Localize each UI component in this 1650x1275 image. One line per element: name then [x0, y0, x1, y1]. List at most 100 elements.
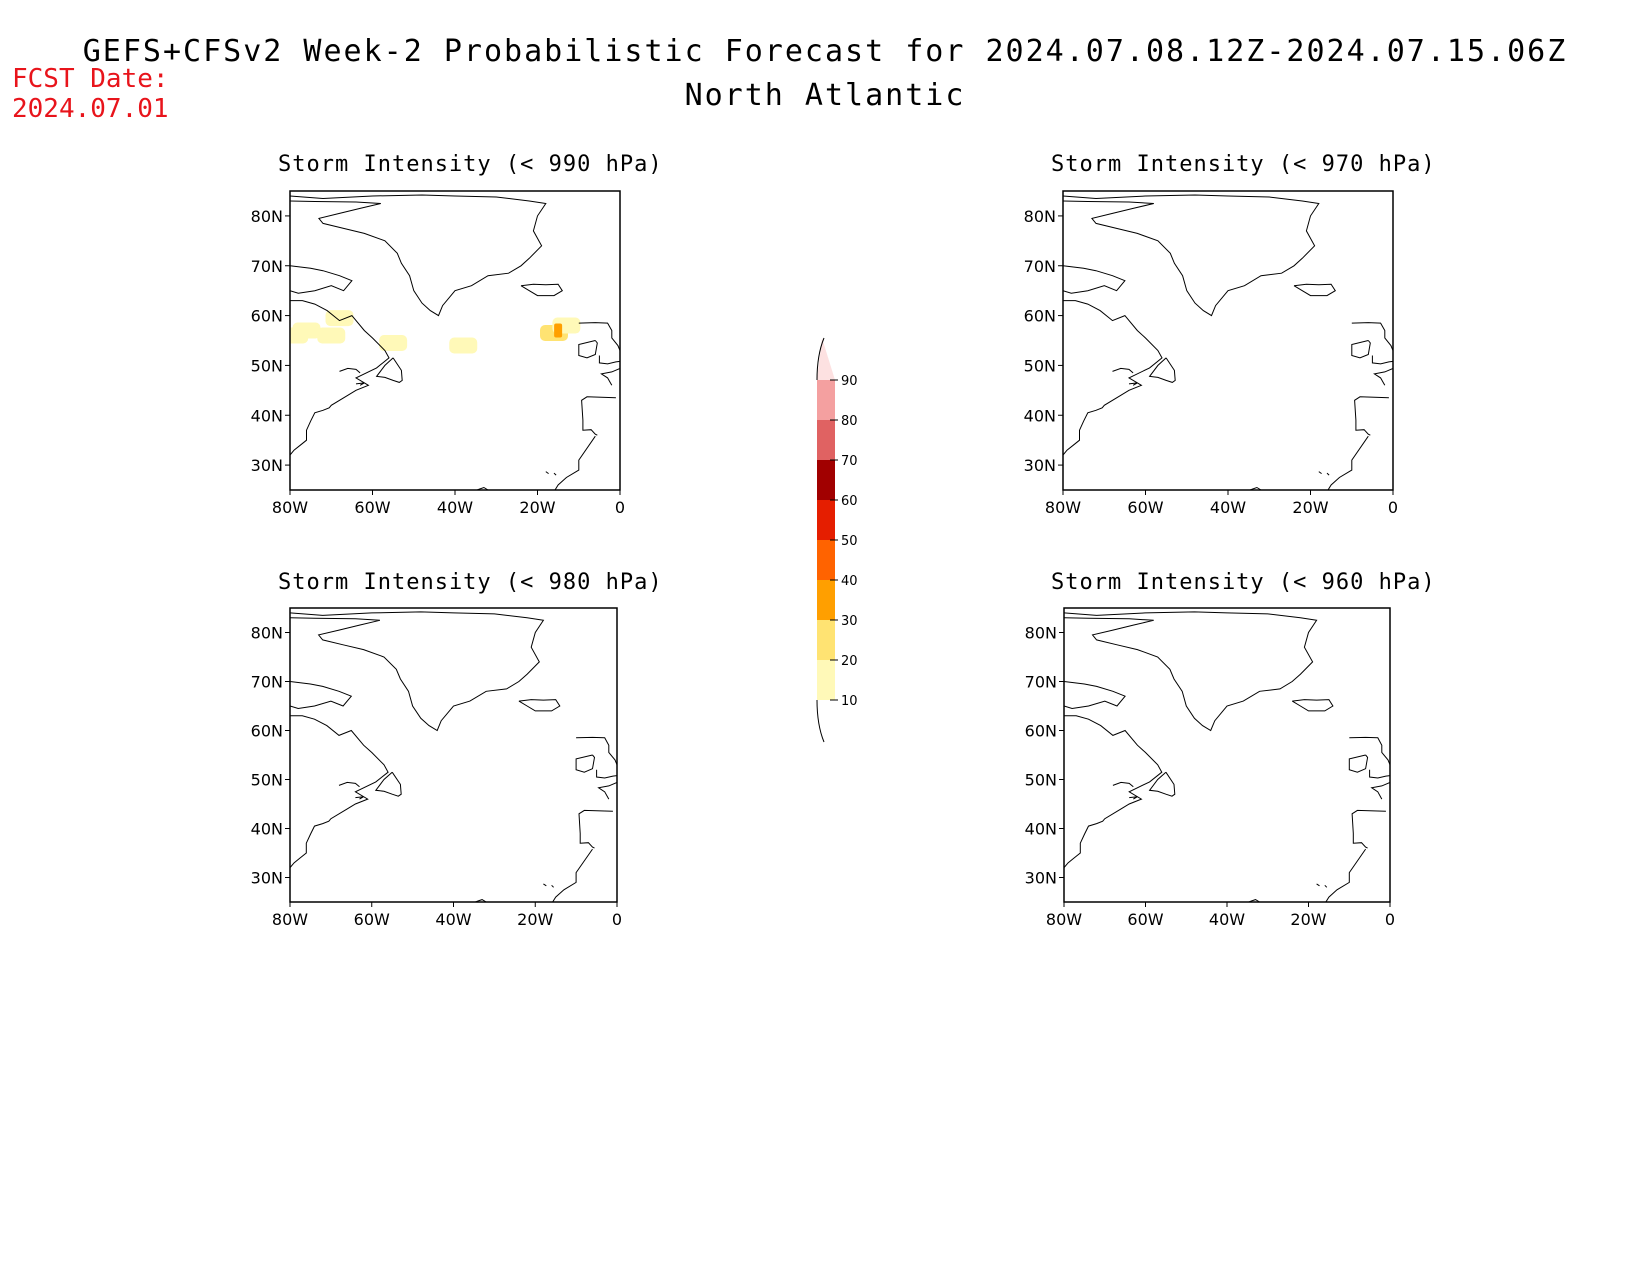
- main-title: GEFS+CFSv2 Week-2 Probabilistic Forecast…: [82, 34, 1568, 69]
- coastline: [1351, 340, 1371, 359]
- lon-tick-label: 40W: [437, 498, 473, 517]
- colorbar-label: 40: [841, 574, 858, 589]
- coastline: [543, 883, 547, 887]
- coastline: [355, 796, 364, 800]
- colorbar-swatch: [817, 500, 835, 540]
- coastline: [1348, 754, 1369, 773]
- lat-tick-label: 30N: [251, 456, 283, 475]
- probability-area: [554, 323, 563, 338]
- coastline: [1148, 357, 1176, 383]
- coastline: [1325, 848, 1367, 902]
- panel-title: Storm Intensity (< 980 hPa): [278, 570, 663, 595]
- lon-tick-label: 0: [1388, 498, 1398, 517]
- lat-tick-label: 30N: [251, 869, 283, 888]
- lat-tick-label: 80N: [1025, 624, 1057, 643]
- coastline: [1293, 283, 1337, 297]
- coastline: [1326, 472, 1330, 476]
- panel-title: Storm Intensity (< 960 hPa): [1051, 570, 1436, 595]
- lon-tick-label: 0: [615, 498, 625, 517]
- lat-tick-label: 70N: [251, 257, 283, 276]
- coastline: [1370, 781, 1390, 800]
- coastline: [1112, 781, 1134, 788]
- coastline: [554, 435, 596, 490]
- coastline: [575, 754, 596, 773]
- coastline: [1063, 300, 1163, 456]
- lat-tick-label: 70N: [251, 673, 283, 692]
- lon-tick-label: 40W: [1210, 498, 1246, 517]
- region-subtitle: North Atlantic: [684, 78, 966, 113]
- panel-title: Storm Intensity (< 990 hPa): [278, 152, 663, 177]
- lon-tick-label: 0: [612, 910, 622, 929]
- panel-title: Storm Intensity (< 970 hPa): [1051, 152, 1436, 177]
- probability-area: [317, 327, 346, 344]
- lon-tick-label: 20W: [1292, 498, 1328, 517]
- coastline: [290, 265, 353, 294]
- colorbar-label: 70: [841, 454, 858, 469]
- lat-tick-label: 70N: [1024, 257, 1056, 276]
- coastline: [1129, 796, 1138, 800]
- fcst-date-label: FCST Date:: [12, 64, 169, 94]
- lat-tick-label: 60N: [251, 722, 283, 741]
- coastline: [1349, 736, 1390, 765]
- lon-tick-label: 20W: [519, 498, 555, 517]
- coastline: [290, 194, 547, 317]
- lat-tick-label: 60N: [1024, 307, 1056, 326]
- lat-tick-label: 40N: [1025, 820, 1057, 839]
- coastline: [1354, 396, 1389, 436]
- lat-tick-label: 80N: [251, 624, 283, 643]
- lon-tick-label: 60W: [1127, 498, 1163, 517]
- coastline: [1351, 322, 1393, 351]
- probability-area: [449, 337, 478, 354]
- coastline: [1064, 715, 1163, 869]
- lat-tick-label: 50N: [251, 771, 283, 790]
- lat-tick-label: 30N: [1025, 869, 1057, 888]
- colorbar-label: 50: [841, 534, 858, 549]
- coastline: [338, 781, 360, 788]
- lat-tick-label: 30N: [1024, 456, 1056, 475]
- coastline: [339, 367, 361, 374]
- lat-tick-label: 40N: [251, 406, 283, 425]
- colorbar-arrow-edge: [816, 699, 825, 743]
- probability-area: [292, 322, 321, 339]
- coastline: [1327, 435, 1369, 490]
- map-panel: 80N 70N 60N 50N 40N 30N 80W 60W 40W 20W 0: [251, 190, 625, 517]
- coastline: [290, 715, 389, 869]
- coastline: [1064, 681, 1126, 710]
- coastline: [1351, 809, 1386, 849]
- coastline: [578, 340, 598, 359]
- coastline: [598, 355, 620, 365]
- map-panel: 80N 70N 60N 50N 40N 30N 80W 60W 40W 20W 0: [251, 607, 622, 929]
- coastline: [551, 884, 554, 888]
- map-panel: 80N 70N 60N 50N 40N 30N 80W 60W 40W 20W 0: [1025, 607, 1395, 929]
- lon-tick-label: 80W: [1046, 910, 1082, 929]
- probability-area: [379, 334, 408, 351]
- lon-tick-label: 60W: [354, 498, 390, 517]
- lon-tick-label: 60W: [354, 910, 390, 929]
- coastline: [1148, 771, 1176, 797]
- lat-tick-label: 80N: [251, 207, 283, 226]
- lat-tick-label: 50N: [1024, 356, 1056, 375]
- coastline: [375, 357, 403, 383]
- lon-tick-label: 20W: [1290, 910, 1326, 929]
- lat-tick-label: 60N: [1025, 722, 1057, 741]
- lon-tick-label: 80W: [272, 910, 308, 929]
- coastline: [1063, 194, 1320, 317]
- probability-area: [325, 310, 354, 327]
- coastline: [581, 396, 616, 436]
- lat-tick-label: 40N: [1024, 406, 1056, 425]
- coastline: [1128, 382, 1138, 386]
- coastline: [290, 681, 353, 710]
- lat-tick-label: 50N: [251, 356, 283, 375]
- coastline: [1112, 367, 1134, 374]
- coastline: [1373, 367, 1393, 386]
- coastline: [518, 699, 561, 712]
- coastline: [1316, 883, 1320, 887]
- coastline: [355, 382, 365, 386]
- colorbar-swatch: [817, 660, 835, 700]
- coastline: [374, 771, 402, 797]
- colorbar-label: 60: [841, 494, 858, 509]
- coastline: [597, 781, 617, 800]
- coastline: [290, 611, 545, 732]
- lon-tick-label: 80W: [1045, 498, 1081, 517]
